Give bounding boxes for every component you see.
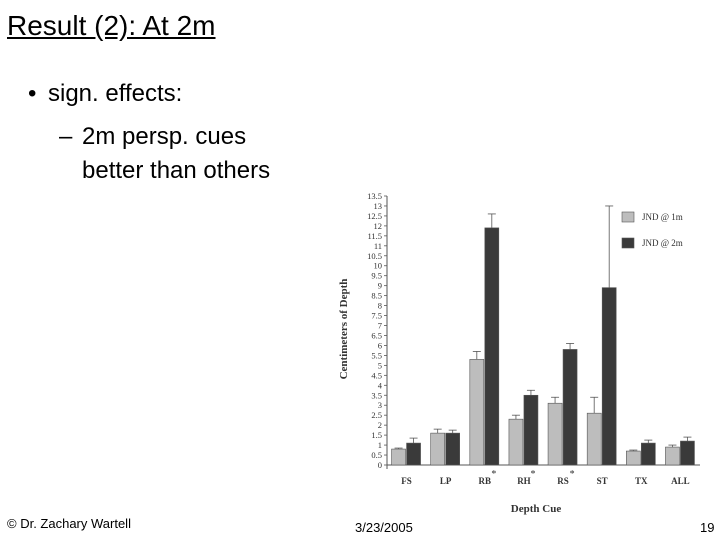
dash-symbol: – bbox=[59, 123, 73, 150]
bar-tx-series-1 bbox=[626, 450, 641, 466]
y-tick-label: 9.5 bbox=[371, 271, 382, 281]
y-tick-label: 2 bbox=[378, 420, 382, 430]
x-tick-label: TX bbox=[635, 476, 648, 486]
y-tick-label: 10.5 bbox=[367, 251, 382, 261]
y-tick-label: 1 bbox=[378, 440, 382, 450]
x-axis-ticks: FS LP RB*RH*RS*ST TX ALL bbox=[401, 469, 689, 486]
bar-rs-series-2 bbox=[562, 349, 578, 466]
x-tick-label: RS bbox=[557, 476, 569, 486]
y-tick-label: 8 bbox=[378, 301, 382, 311]
bar-lp-series-1 bbox=[430, 432, 445, 466]
bar-rb-series-1 bbox=[469, 359, 485, 466]
significance-marker: * bbox=[491, 469, 496, 480]
y-tick-label: 3.5 bbox=[371, 390, 382, 400]
significance-marker: * bbox=[570, 469, 575, 480]
y-axis-ticks: 00.511.522.533.544.555.566.577.588.599.5… bbox=[367, 191, 387, 470]
y-tick-label: 11.5 bbox=[367, 231, 382, 241]
chart-axes bbox=[386, 196, 700, 469]
y-tick-label: 12.5 bbox=[367, 211, 382, 221]
legend-label: JND @ 1m bbox=[642, 212, 683, 222]
footer-page-number: 19 bbox=[700, 520, 715, 535]
x-axis-label: Depth Cue bbox=[511, 503, 562, 515]
legend-swatch bbox=[621, 237, 635, 249]
bullet-symbol: • bbox=[28, 80, 37, 107]
y-axis-label: Centimeters of Depth bbox=[338, 279, 350, 380]
x-tick-label: RB bbox=[479, 476, 492, 486]
y-tick-label: 7.5 bbox=[371, 311, 382, 321]
bar-all-series-2 bbox=[680, 440, 695, 466]
slide-title: Result (2): At 2m bbox=[7, 10, 216, 41]
y-tick-label: 3 bbox=[378, 400, 382, 410]
x-tick-label: FS bbox=[401, 476, 412, 486]
y-tick-label: 5.5 bbox=[371, 350, 382, 360]
bar-fs-series-1 bbox=[391, 448, 406, 466]
bar-st-series-1 bbox=[586, 412, 602, 466]
y-tick-label: 12 bbox=[374, 221, 383, 231]
bar-lp-series-2 bbox=[445, 432, 460, 466]
chart-legend: JND @ 1m JND @ 2m bbox=[621, 211, 683, 249]
bar-rh-series-1 bbox=[508, 418, 524, 466]
y-tick-label: 1.5 bbox=[371, 430, 382, 440]
footer-author: © Dr. Zachary Wartell bbox=[7, 516, 131, 531]
x-tick-label: ALL bbox=[671, 476, 690, 486]
bar-st-series-2 bbox=[601, 287, 617, 466]
y-tick-label: 0.5 bbox=[371, 450, 382, 460]
bar-chart: 00.511.522.533.544.555.566.577.588.599.5… bbox=[338, 191, 700, 515]
chart-bars bbox=[391, 205, 695, 466]
y-tick-label: 0 bbox=[378, 460, 382, 470]
x-tick-label: ST bbox=[597, 476, 608, 486]
y-tick-label: 6.5 bbox=[371, 330, 382, 340]
sub-bullet-text: 2m persp. cues better than others bbox=[82, 120, 270, 188]
bar-fs-series-2 bbox=[406, 442, 421, 466]
y-tick-label: 4.5 bbox=[371, 370, 382, 380]
footer-date: 3/23/2005 bbox=[355, 520, 413, 535]
x-tick-label: RH bbox=[517, 476, 531, 486]
y-tick-label: 11 bbox=[374, 241, 382, 251]
y-tick-label: 13.5 bbox=[367, 191, 382, 201]
y-tick-label: 13 bbox=[374, 201, 383, 211]
bar-rh-series-2 bbox=[523, 394, 539, 466]
x-tick-label: LP bbox=[440, 476, 452, 486]
y-tick-label: 9 bbox=[378, 281, 382, 291]
sub-bullet-line-2: better than others bbox=[82, 157, 271, 184]
sub-bullet-line-1: 2m persp. cues bbox=[82, 123, 247, 150]
significance-marker: * bbox=[530, 469, 535, 480]
bullet-item: • sign. effects: bbox=[28, 80, 182, 108]
legend-label: JND @ 2m bbox=[642, 238, 683, 248]
legend-swatch bbox=[621, 211, 635, 223]
y-tick-label: 10 bbox=[374, 261, 383, 271]
y-tick-label: 6 bbox=[378, 340, 382, 350]
bar-tx-series-2 bbox=[641, 442, 656, 466]
y-tick-label: 8.5 bbox=[371, 291, 382, 301]
y-tick-label: 2.5 bbox=[371, 410, 382, 420]
y-tick-label: 4 bbox=[378, 380, 383, 390]
bullet-text: sign. effects: bbox=[48, 80, 183, 107]
y-tick-label: 5 bbox=[378, 360, 382, 370]
y-tick-label: 7 bbox=[378, 321, 382, 331]
bar-rb-series-2 bbox=[484, 227, 500, 466]
bar-rs-series-1 bbox=[547, 402, 563, 466]
bar-all-series-1 bbox=[665, 446, 680, 466]
